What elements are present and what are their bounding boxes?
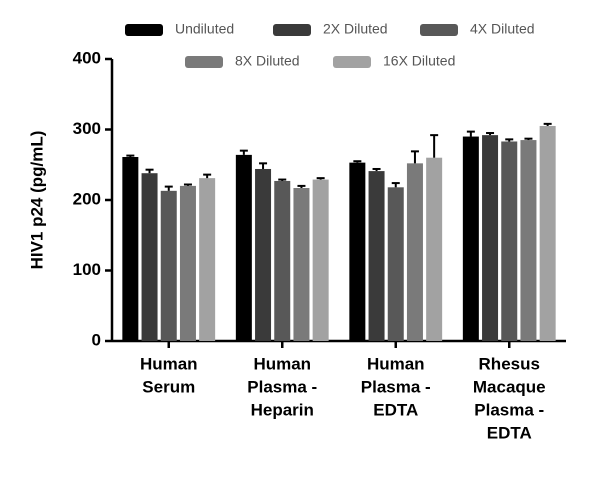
legend-label: 8X Diluted (235, 53, 300, 69)
y-tick-label: 300 (73, 119, 101, 138)
legend-swatch (420, 24, 458, 36)
bar (426, 157, 443, 341)
y-tick-label: 200 (73, 189, 101, 208)
bar (255, 168, 272, 341)
x-tick-label: Macaque (473, 377, 546, 396)
y-tick-label: 100 (73, 260, 101, 279)
bar (482, 135, 499, 341)
bar (235, 154, 252, 341)
x-tick-label: Plasma - (474, 400, 544, 419)
bar (406, 163, 423, 341)
bar (349, 162, 366, 341)
x-tick-label: Human (140, 354, 198, 373)
x-tick-label: Plasma - (247, 377, 317, 396)
bar (539, 125, 556, 341)
legend-swatch (185, 56, 223, 68)
y-axis-label: HIV1 p24 (pg/mL) (27, 131, 46, 270)
x-tick-label: Human (367, 354, 425, 373)
x-tick-label: Heparin (251, 400, 314, 419)
bar (520, 140, 537, 341)
legend-label: 4X Diluted (470, 21, 535, 37)
x-tick-label: Serum (142, 377, 195, 396)
bar (122, 156, 139, 341)
bar (312, 179, 329, 341)
bar (274, 180, 291, 341)
y-tick-label: 0 (92, 330, 101, 349)
bar (293, 188, 310, 341)
bar (501, 141, 518, 341)
legend-swatch (125, 24, 163, 36)
legend-label: 16X Diluted (383, 53, 455, 69)
legend-swatch (333, 56, 371, 68)
y-tick-label: 400 (73, 48, 101, 67)
bar (179, 185, 196, 341)
x-tick-label: Rhesus (479, 354, 540, 373)
bar (387, 187, 404, 341)
x-tick-label: Plasma - (361, 377, 431, 396)
bar (368, 171, 385, 341)
x-tick-label: Human (253, 354, 311, 373)
bar (160, 190, 177, 341)
legend-label: 2X Diluted (323, 21, 388, 37)
bar (462, 136, 479, 341)
bar (199, 178, 216, 341)
legend-label: Undiluted (175, 21, 234, 37)
x-tick-label: EDTA (373, 400, 418, 419)
legend-swatch (273, 24, 311, 36)
x-tick-label: EDTA (487, 423, 532, 442)
bar (141, 173, 158, 341)
